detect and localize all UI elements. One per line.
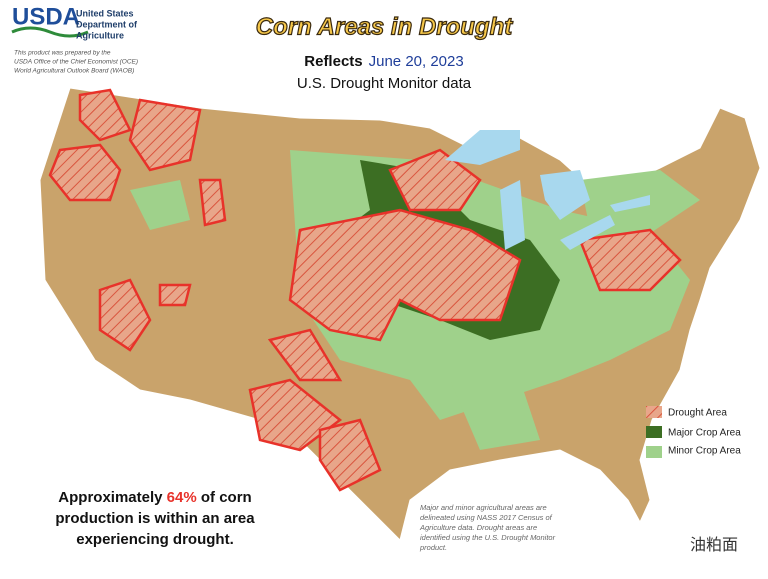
summary-text: Approximately bbox=[58, 489, 166, 506]
agency-line: United States bbox=[76, 8, 134, 18]
legend-swatch bbox=[646, 406, 662, 418]
note-line: delineated using NASS 2017 Census of bbox=[420, 513, 553, 522]
credit-line: USDA Office of the Chief Economist (OCE) bbox=[14, 59, 138, 66]
legend-label: Drought Area bbox=[668, 408, 727, 419]
drought-areas bbox=[48, 88, 682, 492]
legend-swatch bbox=[646, 446, 662, 458]
subtitle-source: U.S. Drought Monitor data bbox=[297, 75, 472, 92]
watermark: 油粕面 bbox=[690, 536, 738, 554]
legend-swatch bbox=[646, 426, 662, 438]
note-line: identified using the U.S. Drought Monito… bbox=[420, 533, 556, 542]
logo-swoosh bbox=[11, 26, 89, 38]
credit-line: World Agricultural Outlook Board (WAOB) bbox=[14, 68, 134, 75]
summary-text: of corn bbox=[197, 489, 252, 506]
summary-line: production is within an area bbox=[55, 510, 255, 527]
legend-label: Minor Crop Area bbox=[668, 446, 741, 457]
subtitle-date: June 20, 2023 bbox=[369, 53, 464, 70]
summary-line: Approximately 64% of corn bbox=[58, 489, 251, 506]
summary-highlight: 64% bbox=[167, 489, 197, 506]
legend: Drought Area Major Crop Area Minor Crop … bbox=[646, 406, 741, 458]
us-map bbox=[39, 87, 761, 541]
legend-label: Major Crop Area bbox=[668, 428, 741, 439]
logo: USDA bbox=[12, 3, 80, 30]
subtitle-prefix: Reflects bbox=[304, 53, 362, 70]
agency-line: Department of bbox=[76, 19, 138, 29]
title: Corn Areas in Drought bbox=[256, 13, 513, 40]
summary-line: experiencing drought. bbox=[76, 531, 234, 548]
agency-line: Agriculture bbox=[76, 30, 124, 40]
great-lakes bbox=[445, 130, 650, 250]
note-line: product. bbox=[419, 543, 447, 552]
credit-line: This product was prepared by the bbox=[14, 50, 111, 57]
subtitle: Reflects June 20, 2023 bbox=[304, 53, 463, 70]
note-line: Agriculture data. Drought areas are bbox=[419, 523, 537, 532]
note-line: Major and minor agricultural areas are bbox=[420, 503, 547, 512]
